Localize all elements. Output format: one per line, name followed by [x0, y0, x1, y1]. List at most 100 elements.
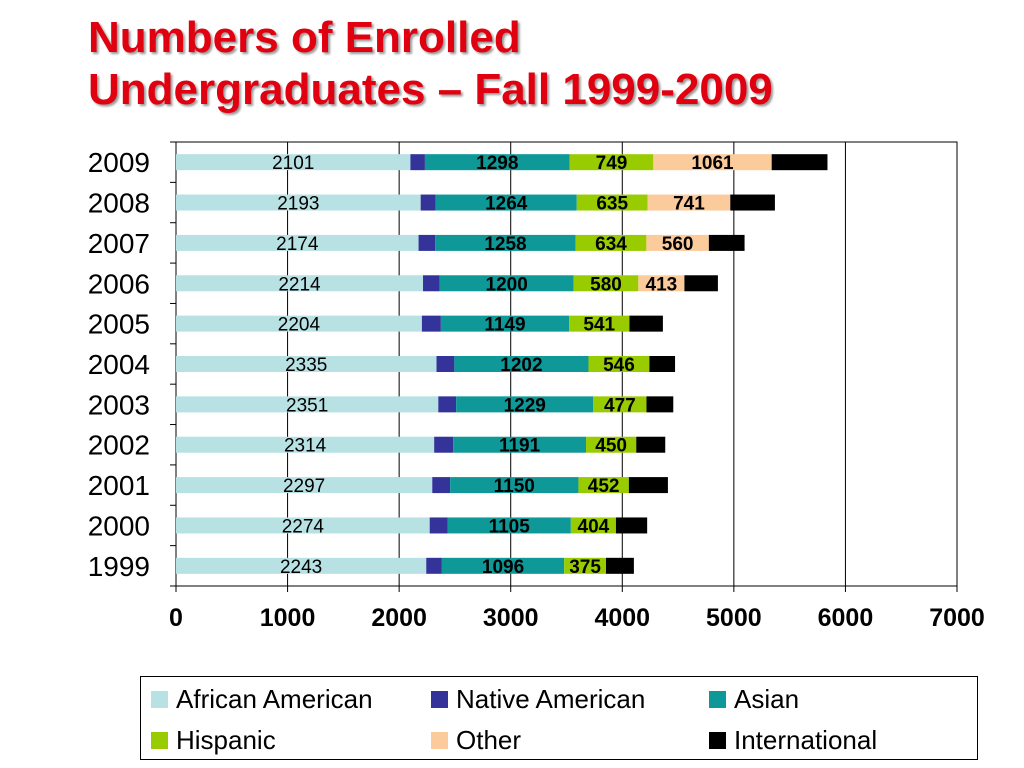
bar-segment: [771, 154, 828, 171]
y-tick-label: 2008: [88, 188, 150, 219]
bar-segment: [615, 517, 648, 534]
bar-segment: [424, 154, 570, 171]
data-label: 634: [595, 234, 627, 255]
data-label: 635: [596, 194, 628, 215]
y-tick-label: 2009: [88, 147, 150, 178]
bar-segment: [605, 557, 634, 574]
bar-segment: [176, 396, 439, 413]
legend-label: African American: [176, 683, 373, 714]
bar-segment: [436, 356, 455, 372]
data-label: 1096: [482, 557, 524, 578]
data-label: 1149: [484, 315, 525, 336]
legend-item: African American: [151, 684, 373, 714]
legend-item: Native American: [431, 684, 645, 714]
data-label: 452: [588, 476, 620, 497]
bar-segment: [593, 396, 647, 413]
bar-segment: [426, 557, 442, 574]
bar-segment: [176, 194, 421, 211]
data-label: 560: [662, 234, 694, 255]
data-label: 477: [604, 395, 636, 416]
data-label: 1061: [691, 153, 734, 174]
legend-swatch: [151, 731, 168, 749]
data-label: 2297: [283, 476, 325, 497]
bar-segment: [176, 234, 419, 251]
chart-title: Numbers of Enrolled Undergraduates – Fal…: [88, 12, 988, 116]
y-tick-label: 2005: [88, 309, 150, 340]
bar-segment: [629, 315, 663, 332]
data-label: 2214: [278, 274, 321, 295]
bar-segment: [421, 315, 441, 332]
bar-segment: [569, 154, 654, 171]
data-label: 1200: [486, 274, 528, 295]
bar-segment: [435, 234, 576, 251]
bar-segment: [647, 194, 731, 211]
y-tick-label: 2000: [88, 510, 150, 541]
bar-segment: [418, 234, 436, 251]
bar-segment: [588, 356, 650, 372]
bar-segment: [429, 517, 448, 534]
legend-label: Native American: [456, 683, 646, 714]
legend-label: Other: [456, 724, 522, 755]
legend-swatch: [709, 690, 726, 708]
x-tick-label: 4000: [594, 604, 650, 632]
x-tick-label: 5000: [706, 604, 762, 632]
data-label: 1191: [499, 436, 541, 457]
legend-item: International: [709, 725, 877, 755]
bar-segment: [435, 194, 577, 211]
data-label: 2174: [276, 234, 319, 255]
bar-segment: [636, 436, 666, 453]
bar-segment: [423, 275, 440, 292]
data-label: 2204: [278, 315, 321, 336]
x-tick-label: 2000: [371, 604, 427, 632]
bar-segment: [575, 234, 647, 251]
bar-segment: [176, 436, 435, 453]
bar-segment: [653, 154, 772, 171]
bar-segment: [453, 436, 587, 453]
legend-item: Hispanic: [151, 725, 276, 755]
chart-title-line-1: Numbers of Enrolled: [88, 13, 521, 62]
y-tick-label: 2003: [88, 389, 150, 420]
bar-segment: [456, 396, 594, 413]
bar-segment: [176, 517, 430, 534]
bar-segment: [176, 557, 427, 574]
data-label: 1264: [485, 194, 528, 215]
bar-segment: [440, 315, 570, 332]
bar-segment: [450, 477, 579, 494]
data-label: 541: [583, 315, 615, 336]
legend-item: Other: [431, 725, 521, 755]
bar-segment: [569, 315, 630, 332]
bar-segment: [434, 436, 454, 453]
bar-segment: [708, 234, 745, 251]
bar-segment: [628, 477, 668, 494]
bar-segment: [447, 517, 571, 534]
legend-swatch: [431, 690, 448, 708]
data-label: 546: [603, 355, 635, 376]
y-tick-label: 2006: [88, 268, 150, 299]
legend-swatch: [709, 731, 726, 749]
bar-segment: [564, 557, 606, 574]
data-label: 1229: [504, 395, 546, 416]
y-tick-label: 2007: [88, 228, 150, 259]
bar-segment: [176, 275, 424, 292]
data-label: 2314: [284, 436, 327, 457]
bar-segment: [176, 356, 437, 372]
bar-segment: [570, 517, 616, 534]
bar-segment: [176, 315, 422, 332]
bar-segment: [730, 194, 775, 211]
bar-segment: [646, 396, 674, 413]
data-label: 404: [578, 516, 610, 537]
bar-segment: [176, 154, 411, 171]
legend-item: Asian: [709, 684, 799, 714]
data-label: 2101: [272, 153, 314, 174]
bar-segment: [441, 557, 565, 574]
data-label: 2193: [277, 194, 319, 215]
data-label: 2243: [280, 557, 322, 578]
bar-segment: [439, 275, 574, 292]
stacked-bar-chart: 0 1000 2000 3000 4000 5000 6000 7000 2009 2101 129…: [88, 141, 985, 632]
y-tick-label: 2004: [88, 349, 150, 380]
chart-title-line-2: Undergraduates – Fall 1999-2009: [88, 65, 773, 114]
bar-segment: [454, 356, 589, 372]
data-label: 2274: [282, 516, 325, 537]
bar-segment: [649, 356, 676, 372]
data-label: 375: [569, 557, 601, 578]
